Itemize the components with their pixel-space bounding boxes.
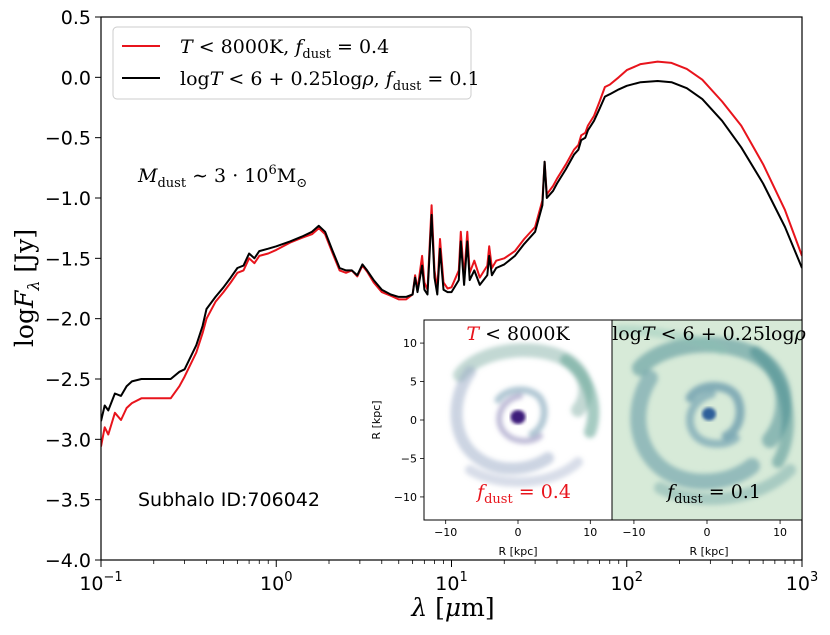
- inset-x-tick-label: −10: [434, 526, 457, 539]
- y-tick-label: −0.5: [45, 128, 91, 150]
- inset-y-tick-label: 0: [410, 414, 417, 427]
- inset-left-axes: −10 0 10 −10 −5 0 5 10: [394, 337, 598, 539]
- series-lines: [101, 60, 802, 447]
- inset-right-title: logT < 6 + 0.25logρ: [612, 323, 806, 345]
- x-tick-label: 103: [786, 570, 818, 595]
- inset-map-left: −10 0 10 −10 −5 0 5 10 T < 8000K fdust = 0.4 R …: [370, 319, 613, 558]
- y-tick-label: −2.0: [45, 309, 91, 331]
- legend-entry-black: logT < 6 + 0.25logρ, fdust = 0.1: [180, 68, 480, 94]
- legend-entry-red: T < 8000K, fdust = 0.4: [180, 36, 389, 62]
- y-tick-label: 0.5: [61, 7, 91, 29]
- inset-map-right: −10 0 10 logT < 6 + 0.25logρ fdust = 0.1 R…: [611, 319, 807, 558]
- legend-box: [112, 26, 472, 100]
- galaxy-image-left: [450, 343, 600, 487]
- inset-y-tick-label: −10: [394, 491, 417, 504]
- inset-y-tick-label: 5: [410, 376, 417, 389]
- inset-right-fdust-label: fdust = 0.1: [665, 481, 761, 507]
- y-tick-label: 0.0: [61, 67, 91, 89]
- inset-x-tick-label: 10: [773, 526, 787, 539]
- y-tick-label: −1.0: [45, 188, 91, 210]
- y-axis: −4.0 −3.5 −3.0 −2.5 −2.0 −1.5 −1.0 −0.5 0.0 0.5: [45, 7, 101, 572]
- inset-x-tick-label: −10: [622, 526, 645, 539]
- inset-left-y-label: R [kpc]: [370, 400, 383, 439]
- x-tick-label: 100: [260, 570, 292, 595]
- y-tick-label: −3.0: [45, 429, 91, 451]
- legend: T < 8000K, fdust = 0.4 logT < 6 + 0.25lo…: [112, 26, 480, 100]
- galaxy-core-right: [702, 407, 716, 421]
- y-tick-label: −4.0: [45, 550, 91, 572]
- inset-right-axes: −10 0 10: [622, 520, 787, 539]
- x-axis-label: λ [μm]: [410, 593, 494, 622]
- y-tick-label: −3.5: [45, 490, 91, 512]
- inset-x-tick-label: 0: [515, 526, 522, 539]
- inset-x-tick-label: 0: [704, 526, 711, 539]
- x-tick-label: 10−1: [79, 570, 122, 595]
- y-axis-label: logFλ [Jy]: [10, 229, 43, 347]
- y-tick-label: −2.5: [45, 369, 91, 391]
- subhalo-annotation: Subhalo ID:706042: [138, 489, 320, 511]
- inset-y-tick-label: −5: [401, 452, 417, 465]
- series-line-1: [101, 80, 802, 422]
- x-tick-label: 101: [435, 570, 467, 595]
- inset-right-x-label: R [kpc]: [689, 545, 728, 558]
- dust-mass-annotation: Mdust ∼ 3 · 106M⊙: [137, 163, 307, 191]
- x-tick-label: 102: [611, 570, 643, 595]
- galaxy-image-right: [615, 325, 796, 505]
- inset-y-tick-label: 10: [403, 337, 417, 350]
- x-axis: 10−1 100 101 102 103: [79, 560, 818, 595]
- inset-left-fdust-label: fdust = 0.4: [475, 481, 571, 507]
- series-line-0: [101, 60, 802, 447]
- galaxy-core-left: [510, 410, 526, 424]
- inset-x-tick-label: 10: [583, 526, 597, 539]
- y-tick-label: −1.5: [45, 248, 91, 270]
- inset-left-x-label: R [kpc]: [498, 545, 537, 558]
- inset-left-title: T < 8000K: [466, 323, 570, 345]
